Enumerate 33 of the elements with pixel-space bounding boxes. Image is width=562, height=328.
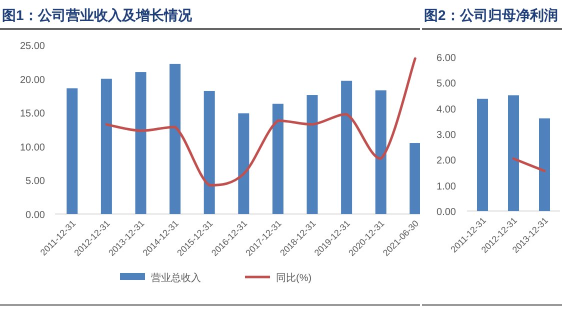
y-tick-label: 0.00 (436, 207, 456, 218)
bar (306, 95, 318, 214)
chart-title: 图2：公司归母净利润 (424, 7, 558, 23)
bar (341, 80, 352, 214)
y-tick-label: 0.00 (26, 210, 46, 221)
legend-item: 同比(%) (245, 273, 312, 284)
bar (508, 95, 519, 211)
bar (539, 118, 550, 211)
bar (135, 72, 146, 214)
bar (272, 104, 284, 214)
y-tick-label: 6.00 (436, 53, 456, 64)
y-tick-label: 20.00 (20, 74, 46, 86)
bar (375, 90, 386, 214)
legend-item: 营业总收入 (120, 273, 201, 284)
bar (410, 143, 420, 214)
bar (100, 78, 112, 214)
legend-label: 同比(%) (276, 272, 312, 284)
bar (66, 88, 78, 214)
bar (238, 113, 250, 214)
y-tick-label: 10.00 (20, 142, 46, 154)
y-tick-label: 5.00 (436, 78, 456, 90)
y-tick-label: 1.00 (436, 181, 456, 192)
legend-label: 营业总收入 (151, 272, 201, 284)
y-tick-label: 5.00 (26, 176, 46, 188)
y-tick-label: 4.00 (436, 104, 456, 116)
y-tick-label: 2.00 (436, 156, 456, 167)
chart-title: 图1：公司营业收入及增长情况 (2, 7, 193, 23)
y-tick-label: 3.00 (436, 130, 456, 141)
y-tick-label: 15.00 (20, 108, 46, 120)
y-tick-label: 25.00 (20, 41, 46, 52)
bar (204, 90, 215, 214)
bar (477, 98, 488, 211)
bar (170, 64, 181, 214)
